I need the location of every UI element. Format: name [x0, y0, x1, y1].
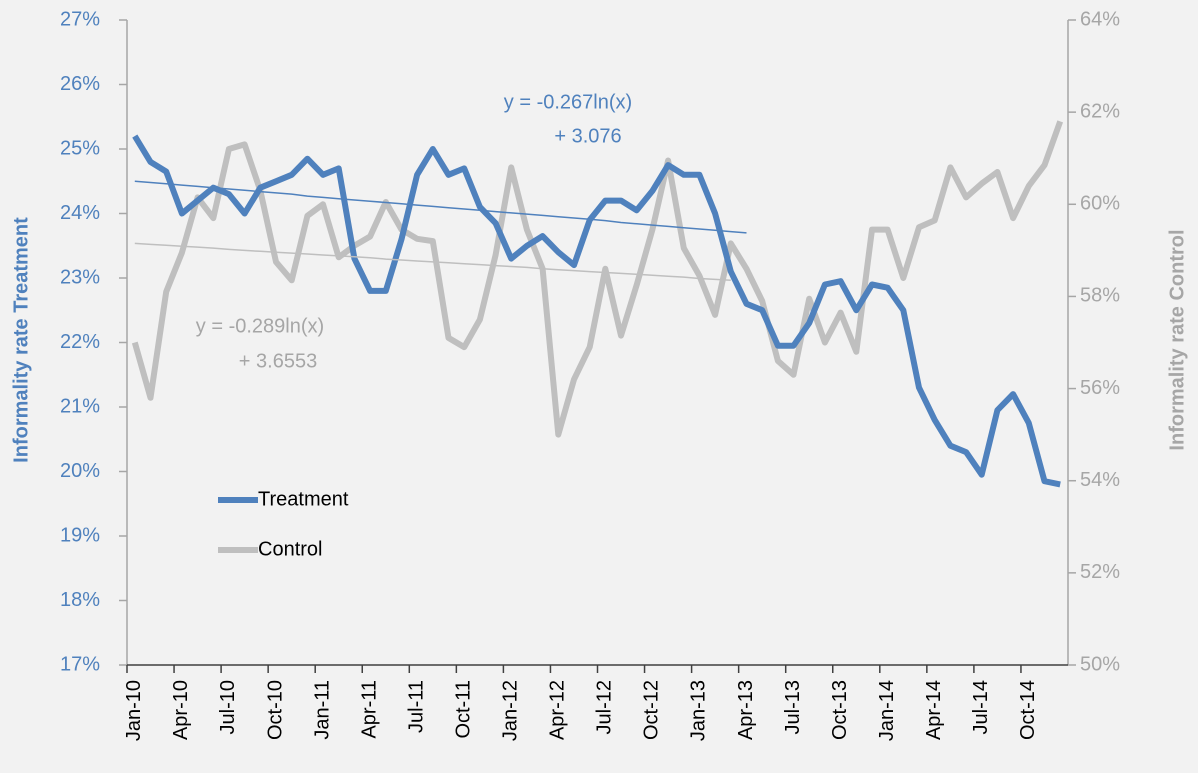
y-tick-label: 19%: [60, 524, 100, 546]
x-tick-label: Oct-10: [264, 680, 286, 740]
x-tick-label: Jan-13: [688, 680, 710, 741]
y2-tick-label: 58%: [1080, 285, 1120, 307]
x-tick-label: Jul-11: [405, 680, 427, 733]
x-tick-label: Apr-13: [735, 680, 757, 740]
y-tick-label: 21%: [60, 395, 100, 417]
y2-tick-label: 50%: [1080, 653, 1120, 675]
x-tick-label: Jul-10: [217, 680, 239, 734]
series-line: [132, 134, 1061, 488]
trendline-equation: y = -0.267ln(x): [504, 91, 632, 113]
x-tick-label: Jan-11: [311, 680, 333, 740]
y2-tick-label: 52%: [1080, 561, 1120, 583]
x-tick-label: Apr-14: [923, 680, 945, 740]
y-tick-label: 25%: [60, 137, 100, 159]
x-tick-label: Oct-12: [641, 680, 663, 740]
y-tick-label: 26%: [60, 73, 100, 95]
trendline-equation: + 3.6553: [239, 350, 317, 372]
y-axis-title: Informality rate Treatment: [10, 217, 32, 463]
x-tick-label: Jul-14: [970, 680, 992, 734]
x-tick-label: Oct-14: [1017, 680, 1039, 740]
trendline: [134, 180, 747, 234]
trendline-equation: + 3.076: [554, 125, 621, 147]
trendline-equation: y = -0.289ln(x): [196, 315, 324, 337]
legend-label: Treatment: [258, 488, 349, 510]
x-tick-label: Jan-10: [123, 680, 145, 741]
legend-label: Control: [258, 538, 322, 560]
x-tick-label: Jan-12: [500, 680, 522, 741]
x-tick-label: Apr-10: [170, 680, 192, 740]
y2-tick-label: 54%: [1080, 469, 1120, 491]
x-tick-label: Oct-13: [829, 680, 851, 740]
y-tick-label: 23%: [60, 266, 100, 288]
x-tick-label: Jul-13: [782, 680, 804, 734]
trendline: [134, 242, 731, 282]
y-tick-label: 24%: [60, 202, 100, 224]
y-tick-label: 22%: [60, 331, 100, 353]
x-tick-label: Jan-14: [876, 680, 898, 741]
y-tick-label: 20%: [60, 460, 100, 482]
x-tick-label: Apr-12: [547, 680, 569, 740]
x-tick-label: Apr-11: [358, 680, 380, 739]
y2-tick-label: 64%: [1080, 8, 1120, 30]
y2-tick-label: 60%: [1080, 193, 1120, 215]
y2-axis-title: Informality rate Control: [1166, 229, 1188, 450]
y-tick-label: 17%: [60, 653, 100, 675]
y-tick-label: 27%: [60, 8, 100, 30]
y-tick-label: 18%: [60, 589, 100, 611]
series-line: [131, 120, 1064, 438]
y2-tick-label: 56%: [1080, 377, 1120, 399]
y2-tick-label: 62%: [1080, 100, 1120, 122]
x-tick-label: Jul-12: [594, 680, 616, 734]
x-tick-label: Oct-11: [452, 680, 474, 739]
